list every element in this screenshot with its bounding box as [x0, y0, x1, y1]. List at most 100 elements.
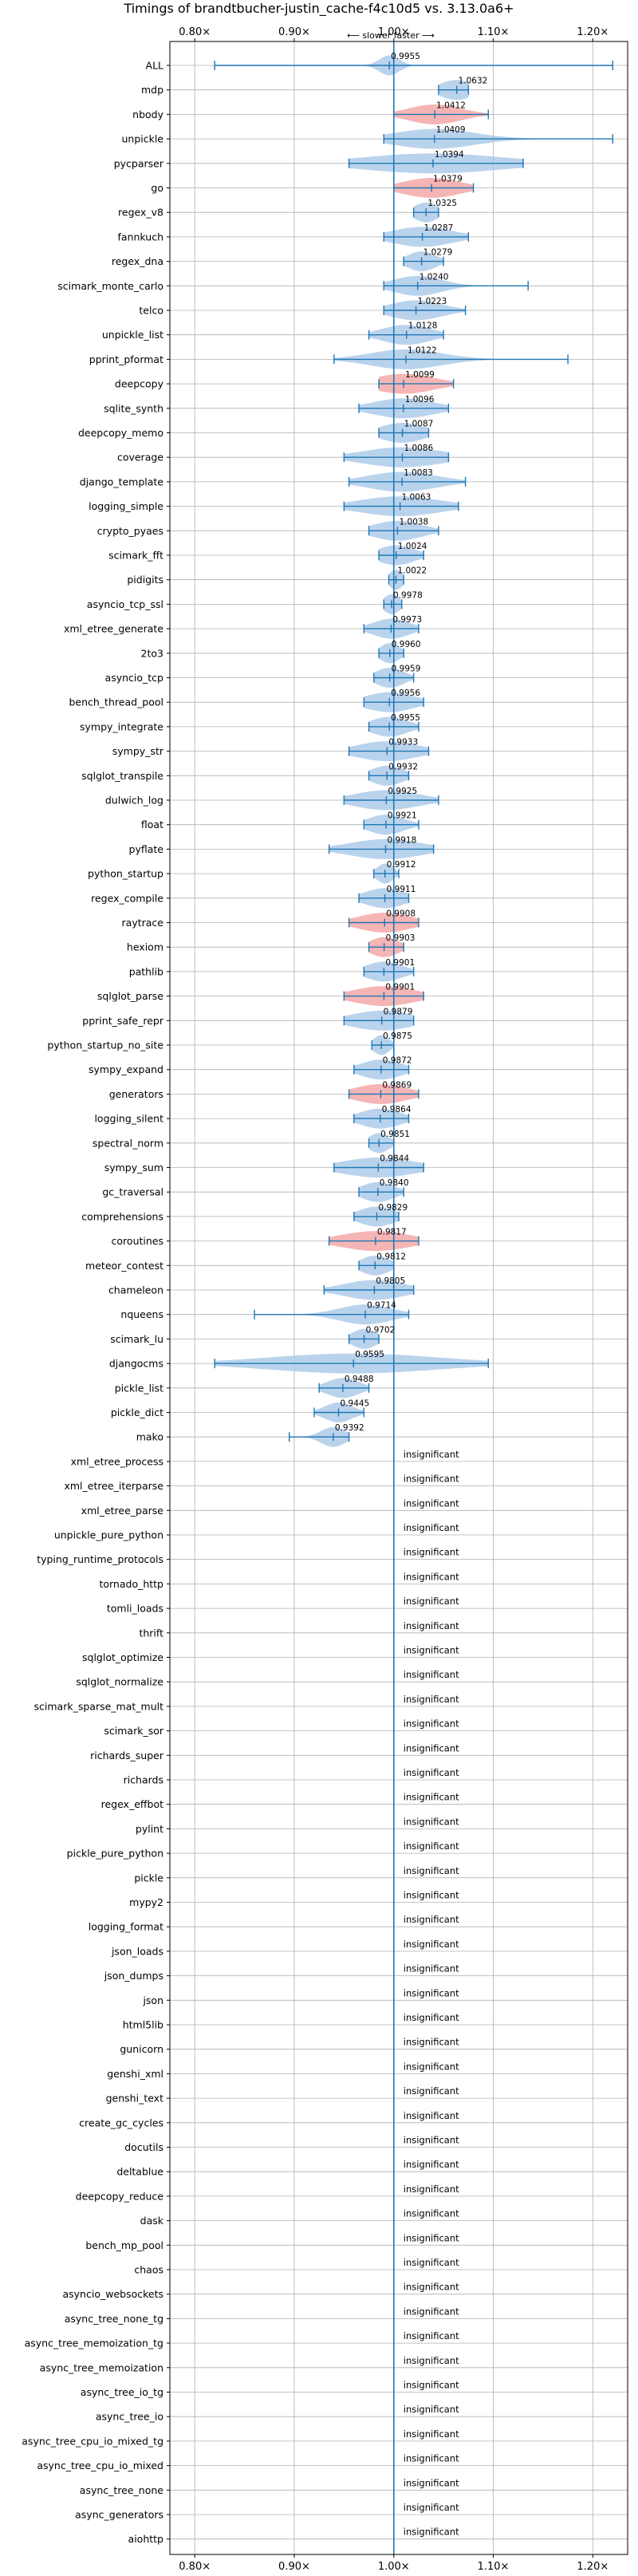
- mean-value-label: 1.0024: [398, 542, 427, 551]
- benchmark-label: fannkuch: [118, 231, 163, 243]
- mean-value-label: 1.0022: [398, 566, 427, 576]
- mean-value-label: 0.9973: [392, 615, 422, 625]
- benchmark-label: chaos: [134, 2264, 163, 2276]
- mean-value-label: 1.0063: [402, 493, 431, 503]
- benchmark-label: telco: [139, 305, 163, 317]
- mean-value-label: 0.9978: [393, 590, 423, 600]
- insignificant-label: insignificant: [404, 1742, 459, 1753]
- mean-value-label: 0.9829: [378, 1203, 408, 1213]
- benchmark-label: regex_compile: [91, 892, 163, 904]
- mean-value-label: 0.9925: [388, 787, 417, 796]
- benchmark-label: json_loads: [111, 1945, 163, 1957]
- benchmark-label: 2to3: [141, 647, 163, 659]
- benchmark-label: genshi_xml: [107, 2068, 163, 2080]
- benchmark-label: bench_thread_pool: [69, 696, 163, 708]
- benchmark-label: float: [141, 819, 163, 830]
- benchmark-label: asyncio_websockets: [62, 2288, 163, 2300]
- x-tick-label-bottom: 1.10×: [478, 2561, 510, 2573]
- mean-value-label: 1.0409: [436, 125, 466, 135]
- benchmark-label: generators: [109, 1088, 163, 1100]
- benchmark-label: logging_silent: [94, 1113, 163, 1125]
- benchmark-label: pickle_pure_python: [67, 1848, 163, 1860]
- benchmark-label: pickle: [134, 1872, 163, 1884]
- mean-value-label: 1.0096: [405, 395, 435, 404]
- insignificant-label: insignificant: [404, 1914, 459, 1925]
- benchmark-label: unpickle_pure_python: [54, 1529, 163, 1541]
- mean-value-label: 0.9844: [380, 1154, 409, 1164]
- mean-value-label: 0.9840: [380, 1178, 409, 1188]
- insignificant-label: insignificant: [404, 1620, 459, 1631]
- mean-value-label: 0.9702: [366, 1325, 396, 1335]
- insignificant-label: insignificant: [404, 2306, 459, 2317]
- benchmark-label: xml_etree_process: [71, 1455, 163, 1467]
- benchmark-label: scimark_sparse_mat_mult: [34, 1700, 164, 1712]
- mean-value-label: 0.9959: [392, 665, 421, 674]
- insignificant-label: insignificant: [404, 2110, 459, 2121]
- insignificant-label: insignificant: [404, 2502, 459, 2513]
- insignificant-label: insignificant: [404, 2477, 459, 2488]
- mean-value-label: 0.9817: [377, 1228, 407, 1237]
- benchmark-label: spectral_norm: [93, 1137, 163, 1149]
- benchmark-label: create_gc_cycles: [79, 2116, 163, 2128]
- benchmark-label: json_dumps: [104, 1970, 163, 1982]
- benchmark-label: dask: [140, 2215, 164, 2227]
- insignificant-label: insignificant: [404, 2257, 459, 2268]
- benchmark-label: scimark_lu: [110, 1333, 163, 1345]
- insignificant-label: insignificant: [404, 2380, 459, 2391]
- insignificant-label: insignificant: [404, 2135, 459, 2146]
- benchmark-label: nbody: [132, 108, 163, 120]
- benchmark-label: raytrace: [122, 917, 164, 929]
- mean-value-label: 0.9445: [341, 1399, 370, 1409]
- benchmark-label: richards: [124, 1774, 163, 1786]
- insignificant-label: insignificant: [404, 1497, 459, 1509]
- insignificant-label: insignificant: [404, 2012, 459, 2023]
- mean-value-label: 0.9901: [385, 983, 415, 992]
- insignificant-label: insignificant: [404, 1890, 459, 1901]
- mean-value-label: 1.0087: [404, 420, 434, 429]
- x-tick-label-bottom: 1.00×: [378, 2561, 410, 2573]
- benchmark-label: pathlib: [129, 965, 163, 977]
- benchmark-label: scimark_monte_carlo: [57, 280, 163, 292]
- benchmark-label: djangocms: [109, 1358, 163, 1370]
- benchmark-label: logging_simple: [89, 500, 163, 512]
- mean-value-label: 0.9918: [388, 835, 417, 845]
- mean-value-label: 1.0128: [408, 322, 438, 331]
- benchmark-label: scimark_fft: [108, 550, 163, 562]
- benchmark-label: async_tree_cpu_io_mixed: [37, 2460, 163, 2471]
- mean-value-label: 0.9392: [335, 1423, 364, 1433]
- benchmark-label: async_tree_io_tg: [81, 2386, 163, 2398]
- insignificant-label: insignificant: [404, 1987, 459, 1998]
- mean-value-label: 0.9851: [380, 1130, 410, 1139]
- mean-value-label: 1.0086: [404, 444, 433, 453]
- mean-value-label: 0.9933: [388, 738, 418, 748]
- benchmark-label: async_tree_none_tg: [65, 2313, 163, 2325]
- mean-value-label: 0.9908: [386, 909, 415, 919]
- benchmark-label: tomli_loads: [107, 1603, 163, 1615]
- benchmark-label: sympy_expand: [89, 1063, 163, 1075]
- insignificant-label: insignificant: [404, 1669, 459, 1680]
- insignificant-label: insignificant: [404, 1571, 459, 1582]
- benchmark-label: ALL: [146, 60, 164, 72]
- benchmark-label: tornado_http: [99, 1578, 163, 1590]
- benchmark-label: mako: [136, 1431, 163, 1443]
- insignificant-label: insignificant: [404, 1865, 459, 1876]
- benchmark-label: meteor_contest: [85, 1260, 163, 1272]
- mean-value-label: 1.0632: [459, 77, 488, 86]
- benchmark-label: async_tree_memoization: [40, 2361, 163, 2373]
- insignificant-label: insignificant: [404, 1522, 459, 1533]
- benchmark-label: aiohttp: [128, 2533, 164, 2545]
- insignificant-label: insignificant: [404, 2159, 459, 2170]
- plot-frame: [169, 41, 628, 2555]
- benchmark-label: go: [151, 182, 163, 194]
- benchmark-label: coverage: [117, 452, 163, 464]
- mean-value-label: 0.9879: [384, 1007, 413, 1016]
- benchmark-label: pylint: [136, 1823, 163, 1835]
- mean-value-label: 0.9714: [367, 1301, 396, 1311]
- insignificant-label: insignificant: [404, 1694, 459, 1705]
- benchmark-label: async_tree_cpu_io_mixed_tg: [22, 2435, 163, 2447]
- insignificant-label: insignificant: [404, 2527, 459, 2538]
- benchmark-label: pickle_dict: [111, 1406, 163, 1418]
- x-tick-label-bottom: 0.90×: [278, 2561, 310, 2573]
- insignificant-label: insignificant: [404, 2282, 459, 2293]
- mean-value-label: 0.9488: [345, 1375, 374, 1384]
